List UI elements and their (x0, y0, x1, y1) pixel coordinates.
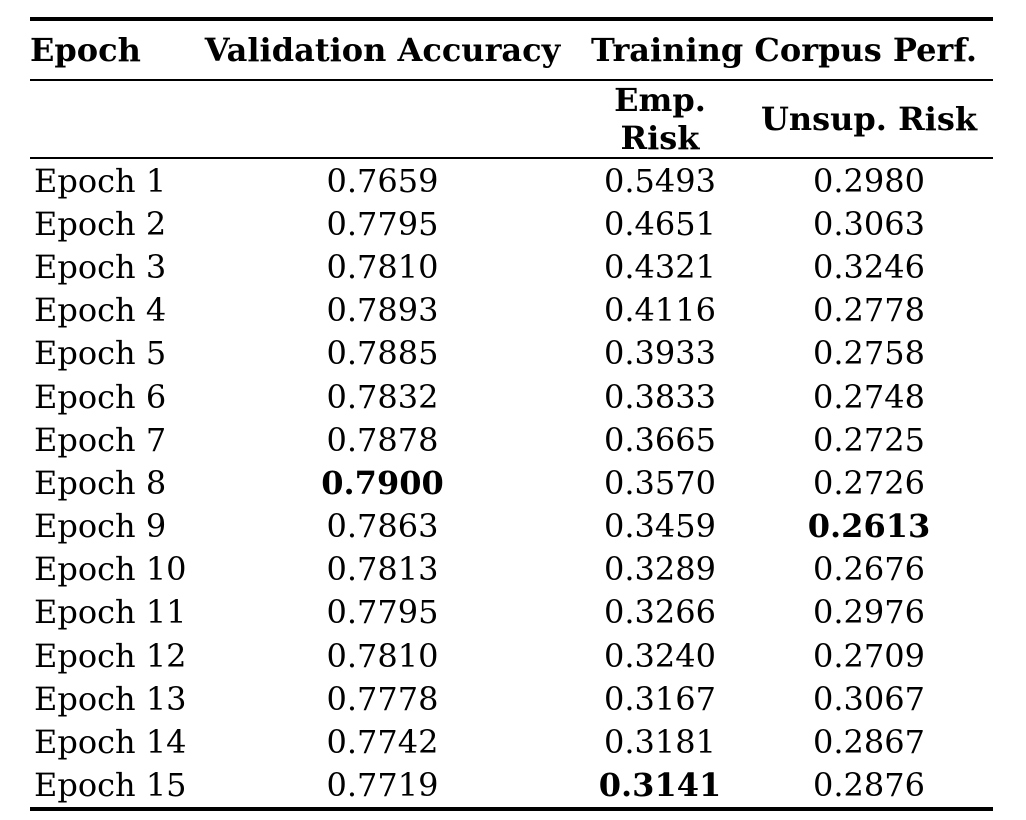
cell-unsup-risk: 0.2976 (813, 593, 925, 632)
cell-unsup-risk: 0.3246 (813, 247, 925, 286)
cell-emp-risk: 0.3289 (604, 550, 716, 589)
cell-epoch-label: Epoch 10 (34, 550, 187, 589)
header-row-primary: Epoch Validation Accuracy Training Corpu… (30, 19, 993, 81)
cell-unsup-risk: 0.2726 (813, 463, 925, 502)
cell-validation-accuracy: 0.7900 (321, 463, 444, 502)
cell-unsup-risk: 0.2709 (813, 636, 925, 675)
cell-emp-risk: 0.3665 (604, 420, 716, 459)
cell-epoch-label: Epoch 11 (34, 593, 187, 632)
table-row: Epoch 3 0.7810 0.4321 0.3246 (30, 245, 993, 288)
results-table: Epoch Validation Accuracy Training Corpu… (30, 17, 993, 811)
table-row: Epoch 8 0.7900 0.3570 0.2726 (30, 461, 993, 504)
table-row: Epoch 10 0.7813 0.3289 0.2676 (30, 548, 993, 591)
cell-emp-risk: 0.5493 (604, 161, 716, 200)
cell-epoch-label: Epoch 12 (34, 636, 187, 675)
table-row: Epoch 6 0.7832 0.3833 0.2748 (30, 375, 993, 418)
cell-unsup-risk: 0.3067 (813, 679, 925, 718)
table-row: Epoch 2 0.7795 0.4651 0.3063 (30, 202, 993, 245)
table-row: Epoch 11 0.7795 0.3266 0.2976 (30, 591, 993, 634)
cell-unsup-risk: 0.2676 (813, 550, 925, 589)
cell-emp-risk: 0.4116 (604, 291, 716, 330)
table-row: Epoch 13 0.7778 0.3167 0.3067 (30, 677, 993, 720)
cell-epoch-label: Epoch 3 (34, 247, 167, 286)
cell-validation-accuracy: 0.7885 (326, 334, 439, 373)
table-row: Epoch 4 0.7893 0.4116 0.2778 (30, 289, 993, 332)
header-spacer-validation (190, 80, 575, 159)
cell-epoch-label: Epoch 7 (34, 420, 167, 459)
cell-epoch-label: Epoch 8 (34, 463, 167, 502)
table-row: Epoch 12 0.7810 0.3240 0.2709 (30, 634, 993, 677)
cell-epoch-label: Epoch 6 (34, 377, 167, 416)
cell-unsup-risk: 0.2725 (813, 420, 925, 459)
cell-unsup-risk: 0.2980 (813, 161, 925, 200)
header-training-corpus-perf: Training Corpus Perf. (575, 19, 993, 81)
cell-emp-risk: 0.3933 (604, 334, 716, 373)
cell-emp-risk: 0.3570 (604, 463, 716, 502)
cell-emp-risk: 0.3240 (604, 636, 716, 675)
cell-unsup-risk: 0.2758 (813, 334, 925, 373)
header-epoch: Epoch (30, 19, 190, 81)
cell-validation-accuracy: 0.7810 (326, 636, 439, 675)
cell-validation-accuracy: 0.7813 (326, 550, 439, 589)
table-body: Epoch 1 0.7659 0.5493 0.2980 Epoch 2 0.7… (30, 158, 993, 809)
cell-unsup-risk: 0.3063 (813, 204, 925, 243)
header-spacer-epoch (30, 80, 190, 159)
cell-validation-accuracy: 0.7742 (326, 723, 439, 762)
cell-unsup-risk: 0.2876 (813, 766, 925, 805)
cell-emp-risk: 0.4321 (604, 247, 716, 286)
cell-emp-risk: 0.3459 (604, 507, 716, 546)
cell-validation-accuracy: 0.7878 (326, 420, 439, 459)
cell-unsup-risk: 0.2778 (813, 291, 925, 330)
cell-validation-accuracy: 0.7832 (326, 377, 439, 416)
table-row: Epoch 1 0.7659 0.5493 0.2980 (30, 158, 993, 202)
cell-validation-accuracy: 0.7795 (326, 204, 439, 243)
cell-validation-accuracy: 0.7893 (326, 291, 439, 330)
cell-validation-accuracy: 0.7659 (326, 161, 439, 200)
cell-unsup-risk: 0.2613 (807, 507, 931, 546)
cell-emp-risk: 0.3141 (598, 766, 722, 805)
table-row: Epoch 14 0.7742 0.3181 0.2867 (30, 720, 993, 763)
header-unsup-risk: Unsup. Risk (745, 80, 993, 159)
cell-validation-accuracy: 0.7795 (326, 593, 439, 632)
cell-epoch-label: Epoch 14 (34, 723, 187, 762)
table-row: Epoch 9 0.7863 0.3459 0.2613 (30, 505, 993, 548)
cell-epoch-label: Epoch 5 (34, 334, 167, 373)
table-row: Epoch 15 0.7719 0.3141 0.2876 (30, 764, 993, 809)
table-header: Epoch Validation Accuracy Training Corpu… (30, 19, 993, 159)
cell-epoch-label: Epoch 1 (34, 161, 167, 200)
header-emp-risk: Emp. Risk (575, 80, 745, 159)
cell-emp-risk: 0.4651 (604, 204, 716, 243)
cell-epoch-label: Epoch 4 (34, 291, 167, 330)
cell-emp-risk: 0.3167 (604, 679, 716, 718)
cell-validation-accuracy: 0.7863 (326, 507, 439, 546)
header-row-secondary: Emp. Risk Unsup. Risk (30, 80, 993, 159)
table-row: Epoch 7 0.7878 0.3665 0.2725 (30, 418, 993, 461)
cell-validation-accuracy: 0.7810 (326, 247, 439, 286)
cell-epoch-label: Epoch 13 (34, 679, 187, 718)
cell-unsup-risk: 0.2867 (813, 723, 925, 762)
cell-emp-risk: 0.3266 (604, 593, 716, 632)
cell-epoch-label: Epoch 9 (34, 507, 167, 546)
cell-emp-risk: 0.3833 (604, 377, 716, 416)
header-validation-accuracy: Validation Accuracy (190, 19, 575, 81)
cell-validation-accuracy: 0.7719 (326, 766, 439, 805)
cell-emp-risk: 0.3181 (604, 723, 716, 762)
table-row: Epoch 5 0.7885 0.3933 0.2758 (30, 332, 993, 375)
cell-unsup-risk: 0.2748 (813, 377, 925, 416)
cell-epoch-label: Epoch 2 (34, 204, 167, 243)
cell-validation-accuracy: 0.7778 (326, 679, 439, 718)
cell-epoch-label: Epoch 15 (34, 766, 187, 805)
